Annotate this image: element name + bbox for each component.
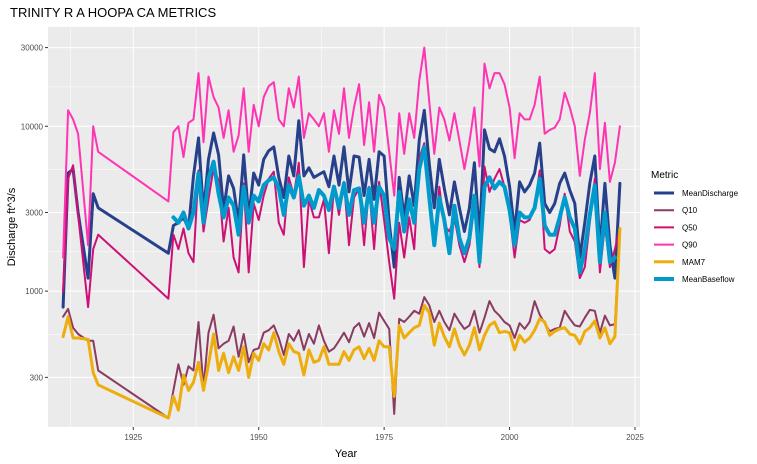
y-tick-label: 1000 <box>25 287 43 296</box>
y-axis-ticks: 300 1000 3000 10000 30000 <box>21 44 48 382</box>
y-tick-label: 30000 <box>21 44 44 53</box>
legend-label-q90: Q90 <box>682 241 698 250</box>
legend-label-meanbaseflow: MeanBaseflow <box>682 275 735 284</box>
legend: Metric MeanDischarge Q10 Q50 Q90 MAM7 MeanBas… <box>651 170 739 284</box>
legend-title: Metric <box>651 170 678 181</box>
x-tick-label: 1925 <box>124 433 142 442</box>
series-line-q90 <box>62 46 621 259</box>
x-tick-label: 1975 <box>375 433 393 442</box>
series-line-meanbaseflow <box>171 144 617 275</box>
legend-label-mam7: MAM7 <box>682 258 706 267</box>
x-axis-ticks: 1925 1950 1975 2000 2025 <box>124 427 644 442</box>
series-line-mam7 <box>61 227 622 420</box>
legend-label-q10: Q10 <box>682 206 698 215</box>
chart-title: TRINITY R A HOOPA CA METRICS <box>10 5 216 20</box>
x-axis-title: Year <box>335 448 358 460</box>
x-tick-label: 2000 <box>501 433 519 442</box>
y-tick-label: 300 <box>30 373 44 382</box>
legend-label-meandischarge: MeanDischarge <box>682 189 739 198</box>
y-tick-label: 10000 <box>21 122 44 131</box>
legend-label-q50: Q50 <box>682 223 698 232</box>
series-line-q10 <box>62 230 621 419</box>
plot-area <box>48 27 640 427</box>
x-tick-label: 1950 <box>250 433 268 442</box>
y-axis-title: Discharge ft^3/s <box>6 187 18 266</box>
y-tick-label: 3000 <box>25 208 43 217</box>
x-tick-label: 2025 <box>626 433 644 442</box>
series-lines <box>61 46 622 420</box>
series-line-meandischarge <box>61 108 622 309</box>
